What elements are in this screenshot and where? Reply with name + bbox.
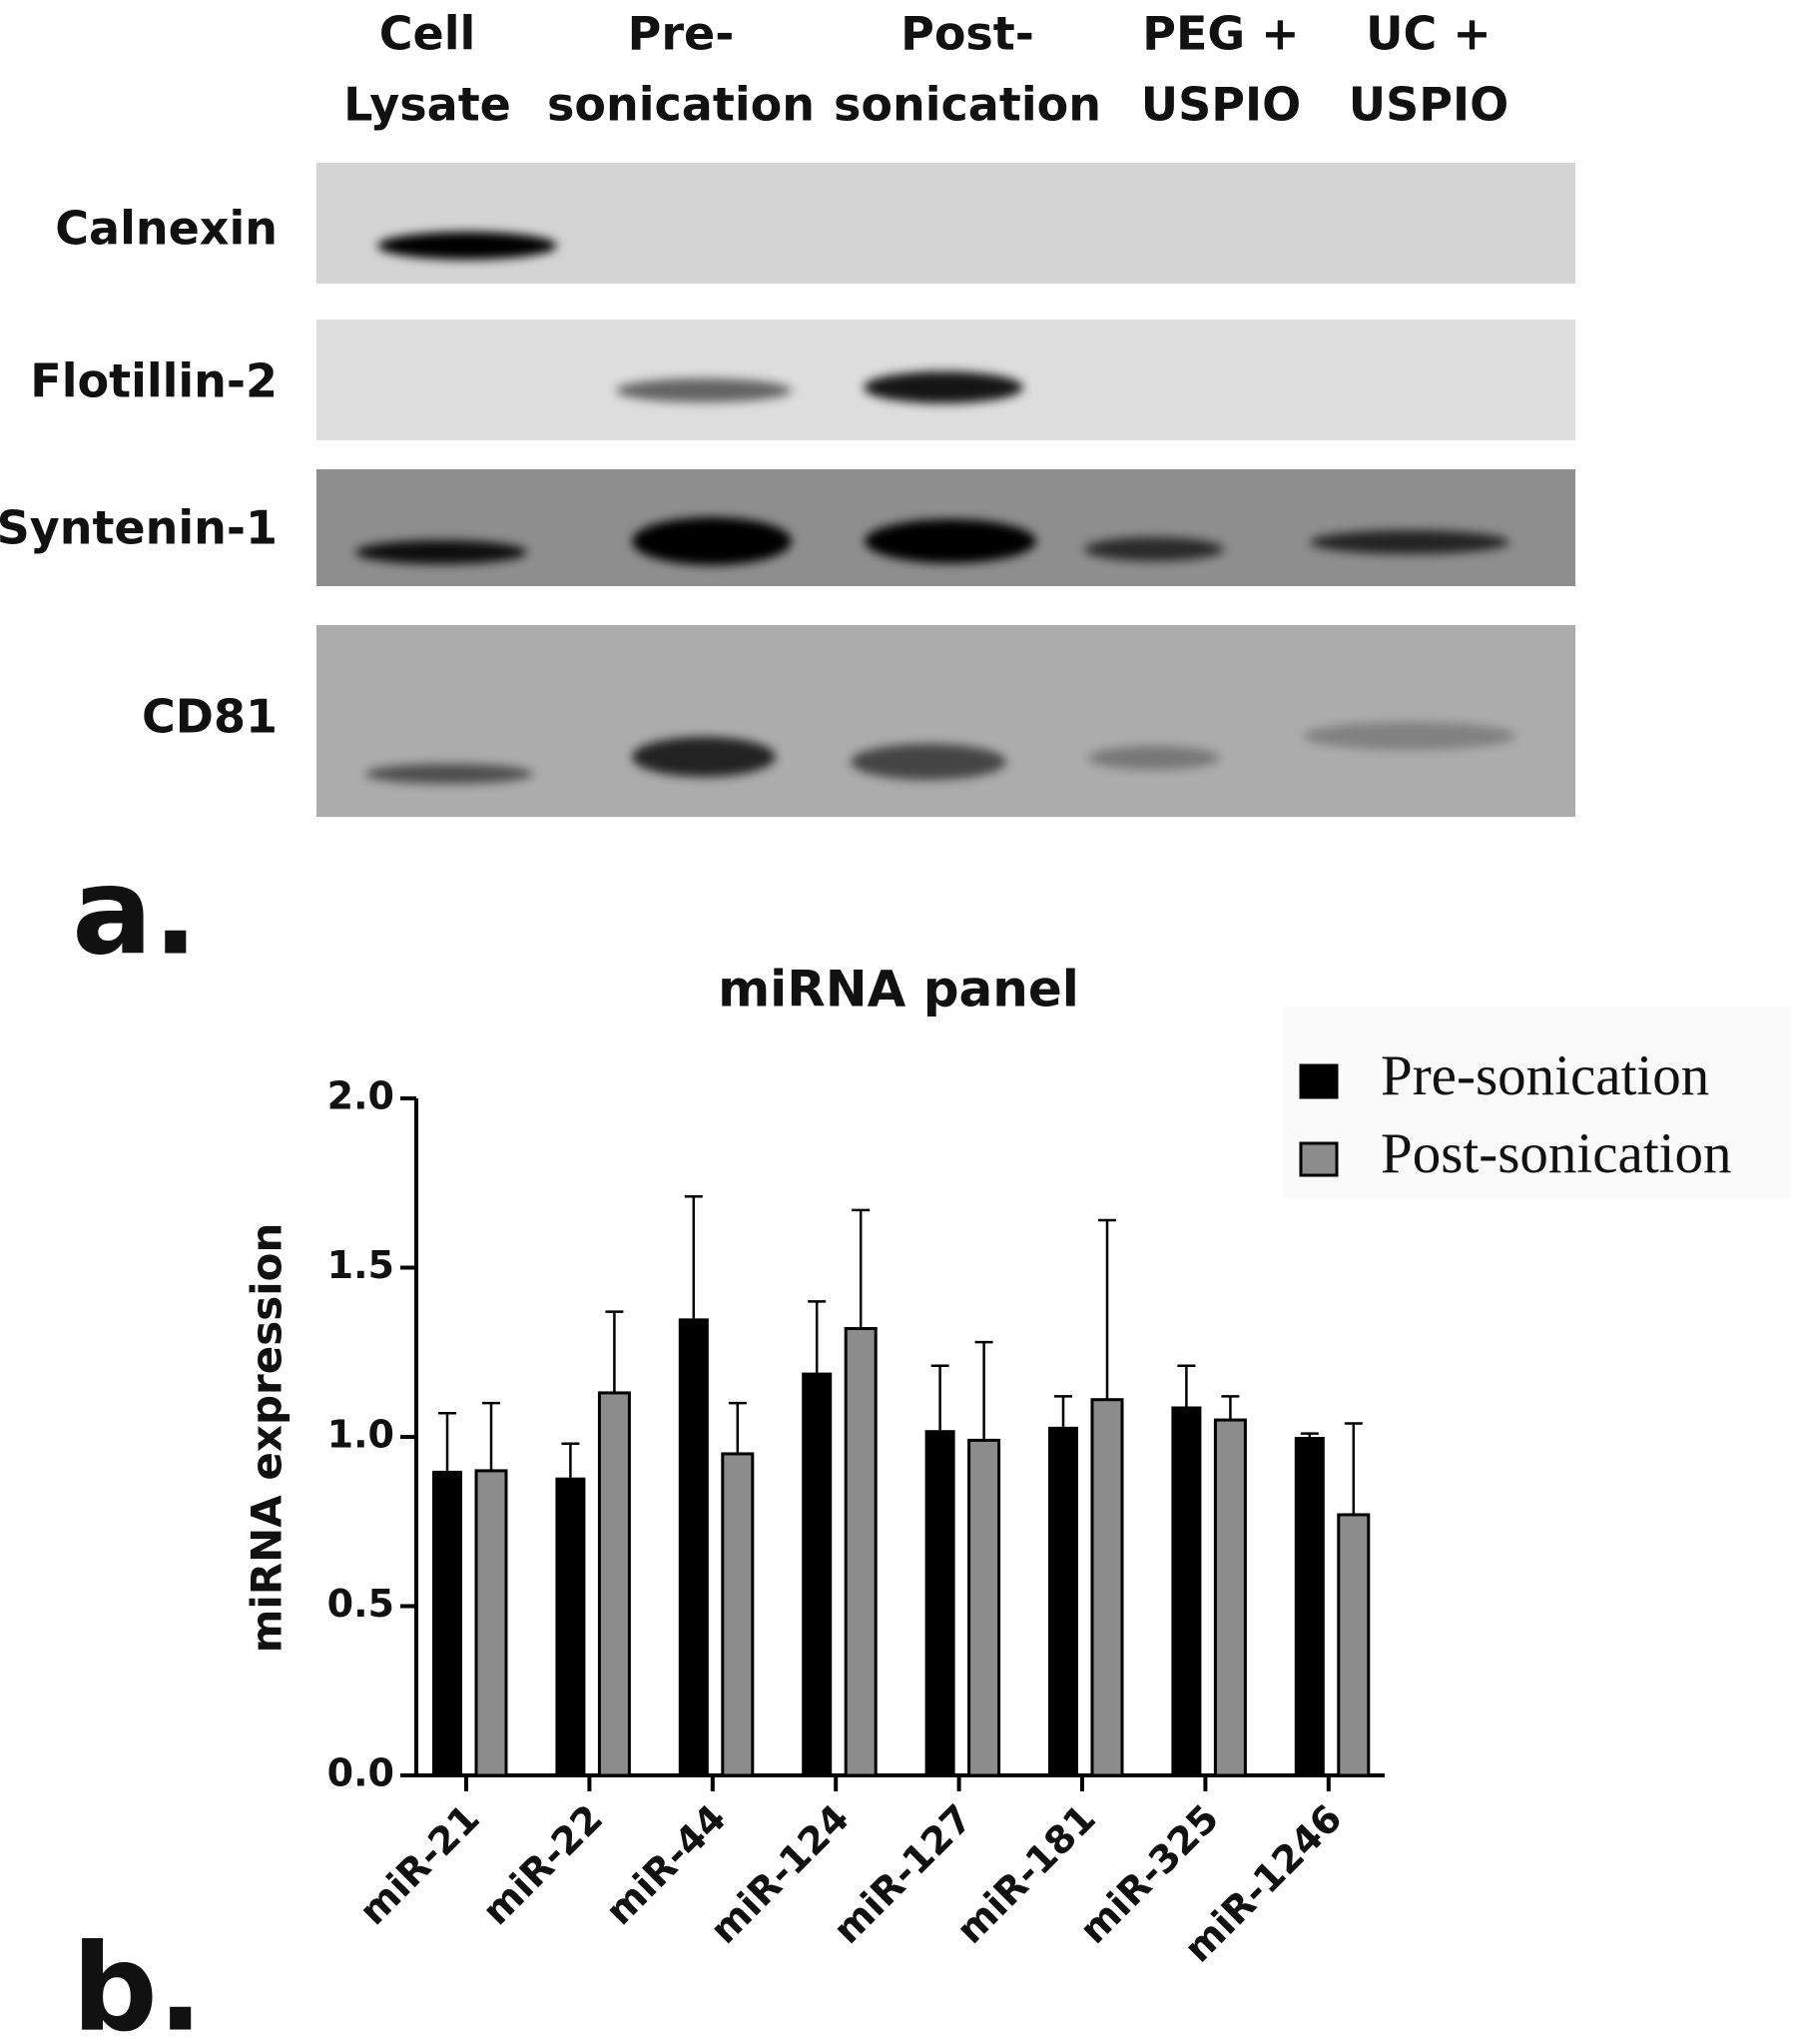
- blot-band: [1310, 530, 1509, 554]
- lane-label: Post-: [900, 7, 1034, 61]
- legend-box: [1283, 1007, 1790, 1198]
- row-label: Flotillin-2: [30, 354, 278, 408]
- blot-band: [1084, 537, 1224, 561]
- blot-band: [851, 744, 1006, 780]
- lane-label: PEG +: [1142, 7, 1299, 61]
- panel-label: b.: [72, 1920, 203, 2044]
- blot-band: [865, 519, 1036, 563]
- blot-band: [1088, 746, 1220, 770]
- bar: [474, 1469, 508, 1777]
- chart-title: miRNA panel: [718, 961, 1079, 1019]
- blot-band: [1304, 722, 1515, 750]
- bar: [1048, 1426, 1078, 1775]
- blot-strip: [316, 625, 1575, 817]
- lane-label: sonication: [547, 78, 815, 132]
- blot-band: [355, 540, 527, 564]
- blot-band: [365, 764, 533, 784]
- bar: [1337, 1513, 1371, 1777]
- y-tick-label: 1.0: [327, 1413, 394, 1457]
- bar: [844, 1327, 878, 1777]
- y-tick-label: 0.0: [327, 1751, 394, 1795]
- bar: [555, 1477, 586, 1775]
- bar: [721, 1452, 755, 1777]
- legend-label: Post-sonication: [1381, 1122, 1732, 1185]
- legend-swatch: [1299, 1141, 1339, 1177]
- bar: [924, 1430, 955, 1775]
- blot-band: [632, 737, 776, 777]
- blot-band: [864, 371, 1023, 403]
- y-tick-label: 0.5: [327, 1582, 394, 1626]
- bar: [802, 1372, 833, 1775]
- blot-band: [616, 378, 792, 402]
- legend-swatch: [1299, 1063, 1339, 1099]
- x-tick-label: miR-21: [350, 1796, 488, 1934]
- lane-label: UC +: [1366, 7, 1492, 61]
- blot-band: [377, 232, 557, 260]
- x-tick-label: miR-22: [474, 1796, 612, 1934]
- panel-label: a.: [72, 844, 199, 983]
- y-axis-label: miRNA expression: [243, 1223, 292, 1654]
- bar: [967, 1438, 1001, 1777]
- bar: [1090, 1398, 1124, 1777]
- y-tick-label: 1.5: [327, 1243, 394, 1287]
- bar: [432, 1470, 462, 1775]
- bar: [678, 1318, 709, 1775]
- lane-label: sonication: [834, 78, 1101, 132]
- bar: [1171, 1406, 1202, 1775]
- lane-label: Cell: [379, 7, 476, 61]
- lane-label: Pre-: [628, 7, 735, 61]
- blot-strip: [316, 163, 1575, 284]
- y-tick-label: 2.0: [327, 1074, 394, 1118]
- bar: [1213, 1418, 1247, 1777]
- lane-label: Lysate: [343, 78, 511, 132]
- lane-label: USPIO: [1141, 78, 1301, 132]
- blot-band: [632, 517, 792, 565]
- lane-label: USPIO: [1349, 78, 1508, 132]
- row-label: Calnexin: [55, 202, 278, 256]
- row-label: CD81: [142, 690, 278, 744]
- bar: [597, 1391, 631, 1777]
- legend-label: Pre-sonication: [1381, 1044, 1709, 1107]
- row-label: Syntenin-1: [0, 501, 278, 555]
- bar: [1294, 1437, 1325, 1775]
